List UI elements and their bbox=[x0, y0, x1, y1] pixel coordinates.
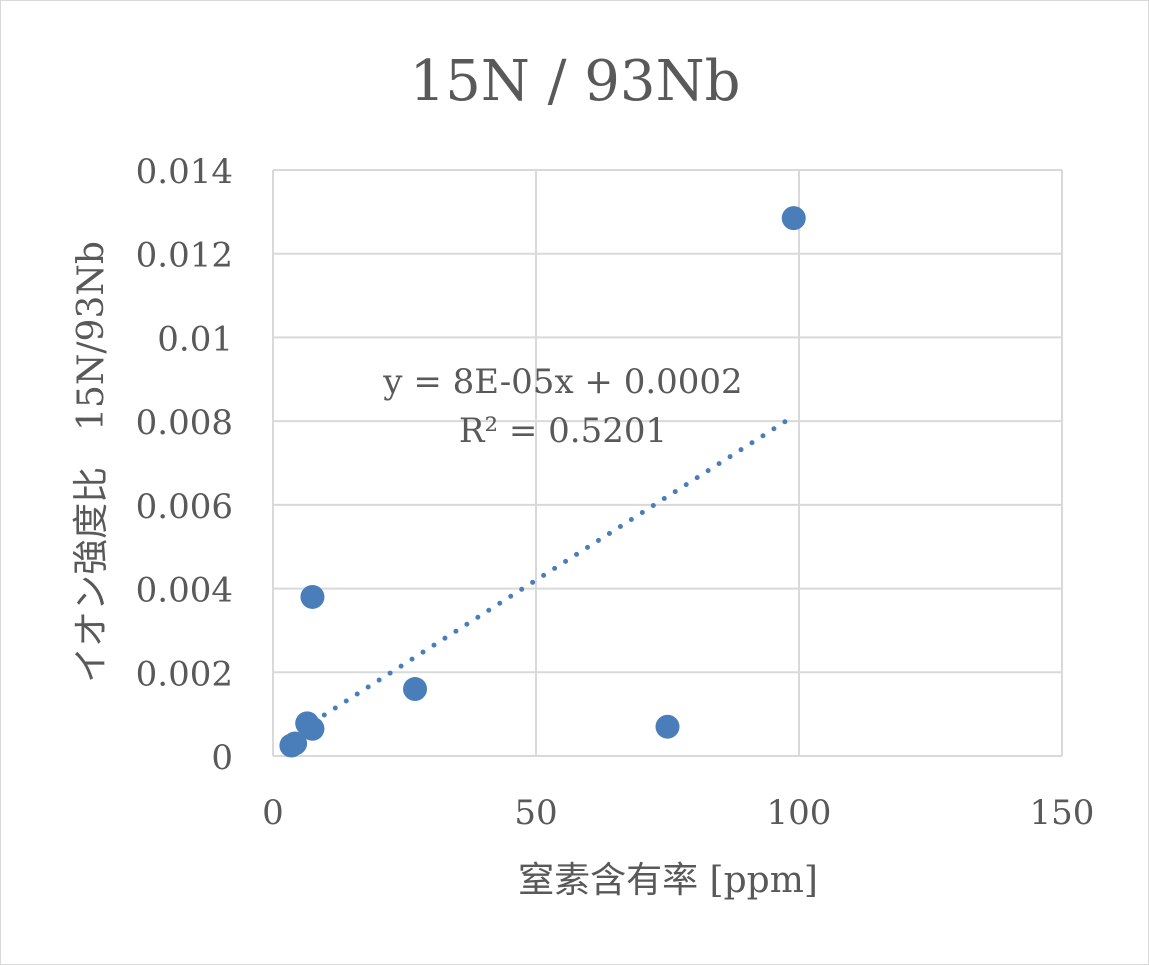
data-points bbox=[279, 206, 806, 758]
x-tick-label: 150 bbox=[1030, 793, 1095, 833]
trendline-group bbox=[288, 413, 797, 739]
y-tick-labels: 0 0.002 0.004 0.006 0.008 0.01 0.012 0.014 bbox=[136, 152, 233, 778]
x-tick-label: 50 bbox=[514, 793, 557, 833]
data-point bbox=[283, 731, 308, 756]
trendline-equation: y = 8E-05x + 0.0002 bbox=[382, 362, 742, 402]
y-axis-label: イオン強度比 15N/93Nb bbox=[71, 241, 112, 683]
y-tick-label: 0.012 bbox=[136, 236, 233, 276]
data-point bbox=[300, 716, 325, 741]
x-tick-label: 0 bbox=[262, 793, 284, 833]
data-point bbox=[300, 584, 325, 609]
y-tick-label: 0.014 bbox=[136, 152, 233, 192]
y-tick-label: 0.01 bbox=[157, 319, 233, 359]
x-axis-label: 窒素含有率 [ppm] bbox=[518, 860, 818, 901]
y-tick-label: 0.004 bbox=[136, 571, 233, 611]
y-tick-label: 0.008 bbox=[136, 403, 233, 443]
x-tick-labels: 0 50 100 150 bbox=[262, 793, 1094, 833]
y-tick-label: 0.006 bbox=[136, 487, 233, 527]
chart-title: 15N / 93Nb bbox=[410, 49, 741, 114]
trendline bbox=[288, 413, 797, 739]
data-point bbox=[655, 714, 680, 739]
data-point bbox=[781, 206, 806, 231]
trendline-r2: R² = 0.5201 bbox=[459, 411, 667, 451]
y-tick-label: 0 bbox=[211, 738, 233, 778]
x-tick-label: 100 bbox=[767, 793, 832, 833]
data-point bbox=[403, 677, 428, 702]
gridlines bbox=[272, 169, 1063, 757]
y-tick-label: 0.002 bbox=[136, 654, 233, 694]
